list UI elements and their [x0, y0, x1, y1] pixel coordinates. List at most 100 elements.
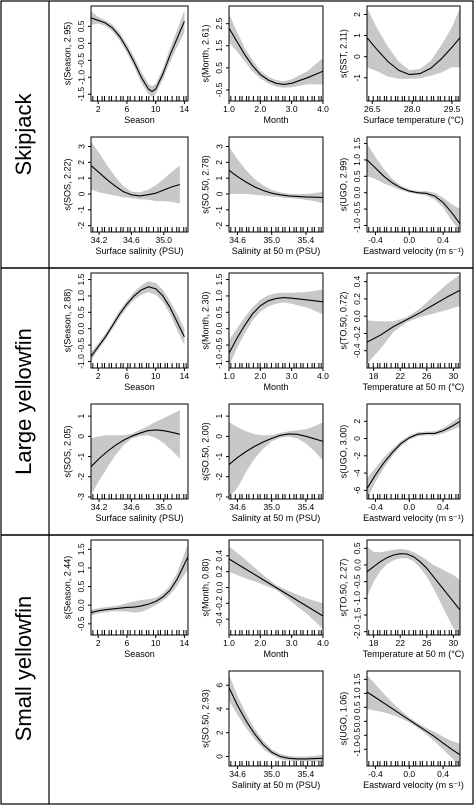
x-axis-title: Surface salinity (PSU) — [95, 513, 183, 523]
y-tick-label: 1.5 — [76, 273, 86, 285]
y-tick-label: 0.5 — [352, 170, 362, 182]
panel-border — [366, 5, 461, 102]
x-tick-label: 22 — [395, 371, 405, 381]
panel-border — [228, 136, 324, 233]
panel-border — [366, 670, 461, 767]
y-tick-label: -1.0 — [76, 70, 86, 85]
x-axis-title: Salinity at 50 m (PSU) — [232, 780, 321, 790]
x-tick-label: 3.0 — [286, 104, 298, 114]
species-label: Large yellowfin — [11, 328, 36, 475]
x-tick-label: 1.0 — [223, 371, 235, 381]
y-tick-label: -1.0 — [352, 742, 362, 757]
x-tick-label: 4.0 — [317, 638, 329, 648]
confidence-band — [367, 675, 460, 766]
fitted-line — [229, 27, 323, 85]
y-tick-label: 0.5 — [214, 62, 224, 74]
panel-border — [228, 403, 324, 500]
y-axis-title: s(SOS, 2.05) — [62, 425, 72, 477]
smooth-panel: -0.4 0.0 0.4 -6 -4 -2 0 2 Eastward velocity (m s… — [338, 403, 464, 523]
smooth-panel: 34.6 35.0 35.4 -2 -1 0 1 2 3 Salinity at 50 m (PS… — [200, 136, 324, 256]
x-axis-title: Surface salinity (PSU) — [95, 246, 183, 256]
y-tick-label: 0 — [352, 54, 362, 59]
y-tick-label: 0.2 — [214, 565, 224, 577]
x-tick-label: 3.0 — [286, 371, 298, 381]
x-tick-label: 35.4 — [298, 235, 315, 245]
y-axis-title: s(UGO, 1.06) — [338, 692, 348, 746]
panel-border — [90, 5, 189, 102]
x-tick-label: 35.0 — [155, 502, 172, 512]
panel-data — [229, 422, 323, 497]
x-tick-label: 34.6 — [229, 769, 246, 779]
x-axis-title: Season — [124, 115, 155, 125]
x-tick-label: 26 — [422, 638, 432, 648]
x-tick-label: -0.4 — [368, 235, 383, 245]
x-tick-label: 1.0 — [223, 104, 235, 114]
species-label: Skipjack — [11, 93, 36, 176]
y-axis-title: s(Month, 0.80) — [200, 558, 210, 616]
y-tick-label: 0.2 — [352, 293, 362, 305]
panel-data — [91, 141, 181, 204]
x-tick-label: 2.0 — [254, 638, 266, 648]
panel-border — [228, 670, 324, 767]
x-tick-label: 4.0 — [317, 104, 329, 114]
y-tick-label: -0.5 — [76, 616, 86, 631]
y-tick-label: 0.5 — [352, 701, 362, 713]
fitted-line — [367, 289, 460, 343]
y-tick-label: 0 — [214, 434, 224, 439]
y-axis-title: s(Month, 2.30) — [200, 291, 210, 349]
y-axis-title: s(SO.50, 2.93) — [200, 689, 210, 748]
y-tick-label: -2 — [214, 222, 224, 230]
x-tick-label: 14 — [180, 371, 190, 381]
fitted-line — [367, 553, 460, 611]
y-tick-label: -2 — [214, 473, 224, 481]
panel-data — [229, 13, 323, 88]
y-axis-title: s(UGO, 2.99) — [338, 158, 348, 212]
y-tick-label: -1 — [76, 453, 86, 461]
panel-border — [228, 5, 324, 102]
smooth-panel: 34.6 35.0 35.4 0 2 4 6 Salinity at 50 m (PSU) s(… — [200, 670, 324, 790]
rug-ticks — [368, 761, 459, 766]
y-tick-label: 0.5 — [76, 20, 86, 32]
confidence-band — [229, 13, 323, 88]
y-tick-label: -2 — [76, 473, 86, 481]
panel-data — [91, 543, 188, 616]
panel-data — [367, 675, 460, 766]
fitted-line — [91, 286, 185, 357]
y-tick-label: 1 — [214, 176, 224, 181]
rug-ticks — [92, 630, 187, 635]
y-tick-label: 1.0 — [214, 290, 224, 302]
x-axis-title: Eastward velocity (m s⁻¹) — [363, 246, 464, 256]
rug-ticks — [230, 96, 322, 101]
x-tick-label: -0.4 — [368, 502, 383, 512]
x-tick-label: 26.5 — [364, 104, 381, 114]
x-tick-label: 10 — [151, 371, 161, 381]
x-tick-label: 18 — [369, 638, 379, 648]
y-axis-title: s(SO.50, 2.78) — [200, 155, 210, 214]
x-axis-title: Salinity at 50 m (PSU) — [232, 246, 321, 256]
confidence-band — [229, 289, 323, 367]
panel-data — [229, 546, 323, 629]
confidence-band — [91, 410, 180, 495]
fitted-line — [91, 165, 181, 197]
confidence-band — [367, 8, 460, 79]
x-tick-label: 2 — [96, 104, 101, 114]
confidence-band — [229, 146, 323, 204]
y-tick-label: 0.5 — [214, 306, 224, 318]
x-axis-title: Eastward velocity (m s⁻¹) — [363, 780, 464, 790]
panel-data — [91, 10, 185, 97]
x-tick-label: 34.2 — [91, 502, 108, 512]
x-tick-label: 35.4 — [298, 769, 315, 779]
x-tick-label: 29.5 — [444, 104, 461, 114]
x-tick-label: 22 — [395, 638, 405, 648]
y-tick-label: -1.5 — [76, 87, 86, 102]
y-tick-label: -0.2 — [352, 326, 362, 341]
panel-data — [367, 143, 460, 231]
y-tick-label: -2 — [352, 452, 362, 460]
rug-ticks — [92, 227, 187, 232]
panel-data — [229, 146, 323, 204]
y-tick-label: 1.0 — [76, 290, 86, 302]
y-tick-label: 1.0 — [76, 562, 86, 574]
